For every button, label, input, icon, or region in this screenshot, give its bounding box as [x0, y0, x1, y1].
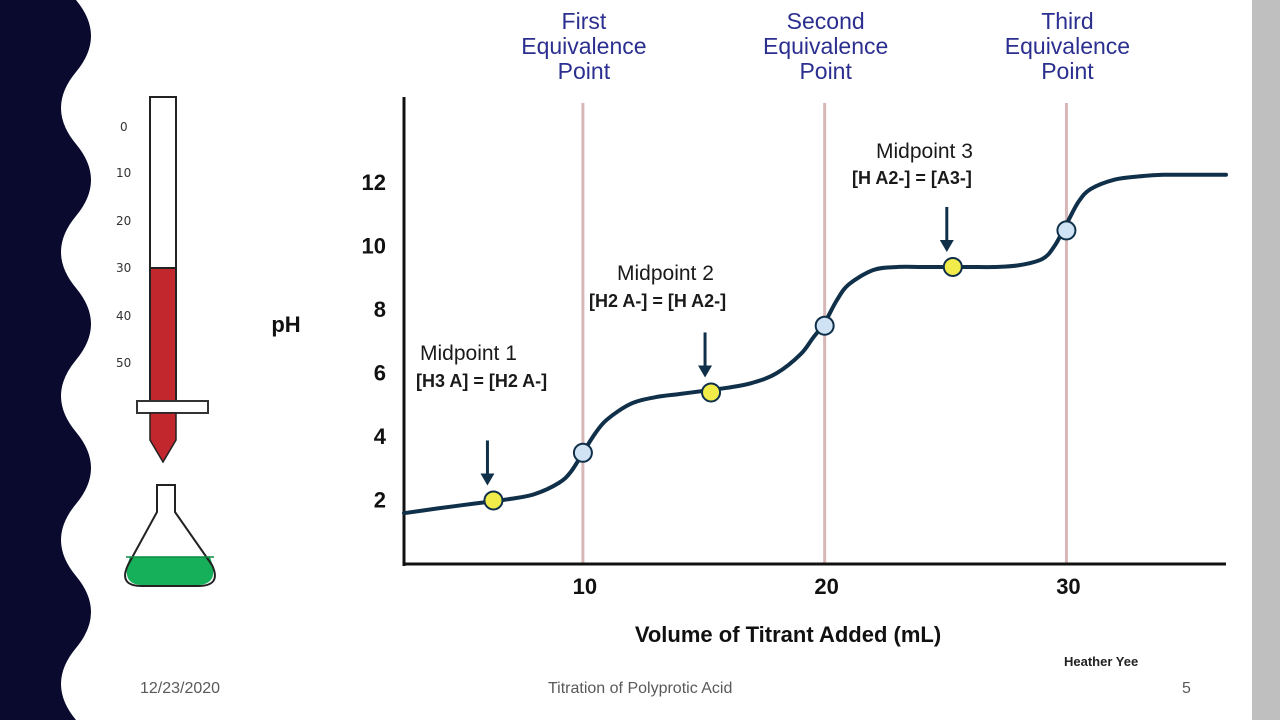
- equivalence-heading-1: Equivalence: [521, 33, 646, 59]
- flask-outline: [124, 484, 216, 587]
- equivalence-heading-3: Equivalence: [1005, 33, 1130, 59]
- equivalence-heading-1: Point: [558, 58, 611, 84]
- y-tick-label: 12: [362, 170, 386, 195]
- x-tick-label: 10: [573, 574, 597, 599]
- equivalence-heading-2: Second: [787, 8, 865, 34]
- y-tick-label: 2: [374, 487, 386, 512]
- burette-tick-40: 40: [116, 309, 131, 323]
- burette-liquid: [151, 268, 175, 402]
- burette-tick-30: 30: [116, 261, 131, 275]
- burette-tick-0: 0: [120, 120, 128, 134]
- midpoint-arrowhead-3: [939, 239, 954, 252]
- equivalence-point-1: [572, 442, 593, 463]
- y-axis-label: pH: [271, 312, 300, 337]
- x-axis-label: Volume of Titrant Added (mL): [635, 622, 941, 647]
- equivalence-heading-2: Point: [799, 58, 852, 84]
- equivalence-heading-3: Point: [1041, 58, 1094, 84]
- titration-chart: 2 4 6 8 10 12 10 20 30 pH Volume of Titrant Added …: [271, 8, 1228, 647]
- x-tick-label: 30: [1056, 574, 1080, 599]
- erlenmeyer-flask: [124, 484, 216, 587]
- midpoint-label-3: Midpoint 3: [876, 140, 973, 163]
- x-tick-label: 20: [814, 574, 838, 599]
- burette-tip: [149, 412, 177, 464]
- midpoint-label-2: Midpoint 2: [617, 262, 714, 285]
- burette-tick-20: 20: [116, 214, 131, 228]
- equivalence-heading-1: First: [562, 8, 607, 34]
- side-wave-band: [0, 0, 91, 720]
- midpoint-label-1: Midpoint 1: [420, 342, 517, 365]
- y-tick-label: 10: [362, 233, 386, 258]
- right-edge-bar: [1252, 0, 1280, 720]
- slide-number: 5: [1182, 680, 1191, 697]
- midpoint-marker-1: [483, 490, 504, 511]
- footer-date: 12/23/2020: [140, 680, 221, 697]
- flask-liquid: [126, 557, 214, 585]
- burette-tick-10: 10: [116, 166, 131, 180]
- burette: 0 10 20 30 40 50: [116, 96, 209, 464]
- footer-title: Titration of Polyprotic Acid: [548, 680, 733, 697]
- midpoint-marker-2: [701, 382, 722, 403]
- y-tick-label: 4: [374, 424, 387, 449]
- midpoint-arrowhead-1: [480, 473, 495, 486]
- equivalence-heading-3: Third: [1041, 8, 1093, 34]
- midpoint-equation-3: [H A2-] = [A3-]: [852, 168, 972, 188]
- equivalence-heading-2: Equivalence: [763, 33, 888, 59]
- y-tick-label: 6: [374, 360, 386, 385]
- midpoint-marker-3: [942, 256, 963, 277]
- titration-curve: [402, 172, 1228, 516]
- y-tick-label: 8: [374, 297, 386, 322]
- credit-text: Heather Yee: [1064, 654, 1138, 669]
- equivalence-point-3: [1056, 220, 1077, 241]
- equivalence-point-2: [814, 315, 835, 336]
- burette-stopcock: [136, 400, 209, 414]
- midpoint-arrowhead-2: [698, 365, 713, 378]
- burette-tick-50: 50: [116, 356, 131, 370]
- midpoint-equation-1: [H3 A] = [H2 A-]: [416, 371, 547, 391]
- midpoint-equation-2: [H2 A-] = [H A2-]: [589, 291, 726, 311]
